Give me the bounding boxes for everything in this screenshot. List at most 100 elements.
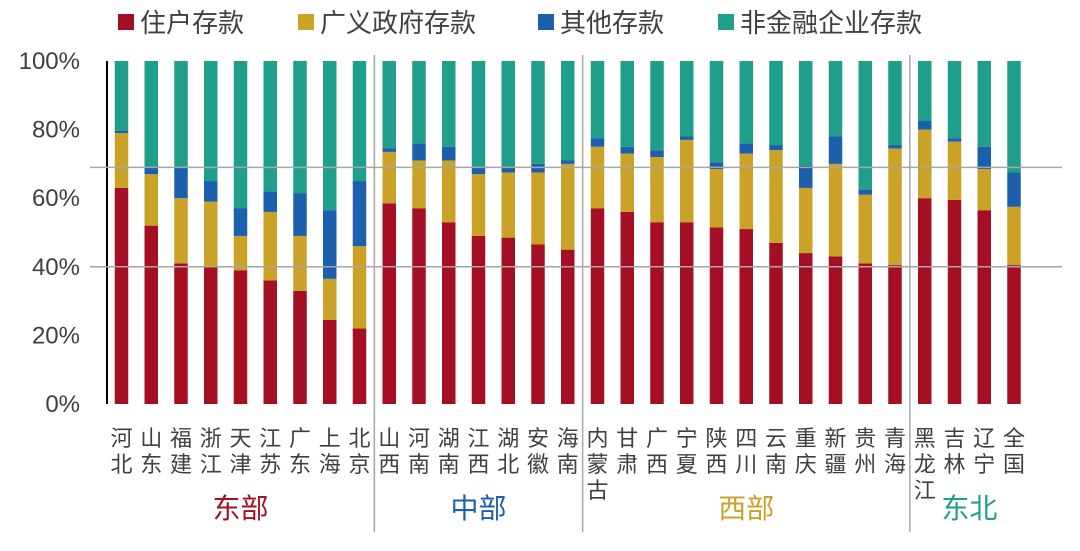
bar-segment: [620, 146, 634, 154]
bar-segment: [799, 61, 813, 166]
bar-segment: [293, 235, 307, 291]
category-label: 广西: [646, 427, 668, 478]
bar-stack: [918, 61, 932, 404]
bar-segment: [947, 61, 962, 139]
bar-segment: [501, 237, 515, 404]
bar-stack: [799, 61, 813, 404]
bar-segment: [828, 61, 843, 137]
category-label: 河北: [110, 427, 132, 478]
bar-segment: [888, 148, 902, 266]
bar-segment: [501, 61, 515, 168]
category-label: 上海: [319, 427, 341, 478]
bar-segment: [799, 187, 813, 254]
bar-segment: [233, 235, 248, 271]
bar-segment: [382, 61, 396, 149]
bar-segment: [471, 167, 486, 175]
bar-segment: [471, 174, 486, 236]
category-label: 广东: [289, 427, 311, 478]
bar-segment: [620, 211, 634, 404]
bar-segment: [947, 138, 962, 142]
bar-segment: [799, 253, 813, 404]
bar-segment: [144, 167, 158, 175]
region-label: 西部: [718, 492, 774, 525]
bar-stack: [412, 61, 426, 404]
bar-segment: [442, 222, 456, 404]
bar-segment: [799, 165, 813, 188]
bar-segment: [471, 235, 486, 404]
region-label: 东部: [212, 492, 268, 525]
category-label: 内蒙古: [586, 427, 608, 504]
bar-segment: [947, 141, 962, 200]
bar-segment: [382, 148, 396, 152]
bar-segment: [680, 222, 694, 404]
bar-segment: [1007, 172, 1021, 207]
legend-item: 广义政府存款: [298, 9, 476, 39]
bar-stack: [888, 61, 902, 404]
bar-segment: [918, 61, 932, 122]
bar-stack: [263, 61, 277, 404]
bar-segment: [561, 163, 575, 250]
bar-stack: [977, 61, 991, 404]
bar-segment: [1007, 61, 1021, 173]
bar-segment: [709, 61, 724, 163]
category-label: 山东: [140, 427, 162, 478]
y-tick-label: 0%: [45, 391, 80, 418]
bar-segment: [1007, 206, 1021, 266]
category-label: 湖南: [438, 427, 460, 478]
bar-segment: [828, 136, 843, 164]
bar-segment: [858, 263, 872, 404]
legend-swatch: [118, 14, 134, 30]
bar-segment: [263, 61, 277, 192]
bar-segment: [144, 61, 158, 168]
bar-segment: [590, 146, 605, 209]
bar-stack: [620, 61, 634, 404]
category-label: 福建: [170, 427, 192, 478]
bar-segment: [918, 198, 932, 404]
bar-segment: [144, 225, 158, 404]
category-label: 湖北: [497, 427, 519, 478]
bar-stack: [858, 61, 872, 404]
bar-segment: [323, 319, 337, 404]
bar-segment: [144, 174, 158, 226]
y-axis: 0% 20% 40% 60% 80% 100%: [19, 48, 108, 418]
category-label: 海南: [557, 427, 579, 478]
bar-segment: [650, 222, 664, 404]
bar-stack: [174, 61, 188, 404]
bar-segment: [561, 160, 575, 164]
bar-stack: [947, 61, 962, 404]
bar-segment: [293, 193, 307, 236]
bar-stack: [531, 61, 545, 404]
category-label: 江苏: [259, 427, 281, 478]
bar-segment: [412, 143, 426, 161]
category-label: 山西: [378, 427, 400, 478]
bar-segment: [739, 143, 753, 154]
bar-segment: [263, 280, 277, 404]
bar-stack: [293, 61, 307, 404]
bar-segment: [590, 208, 605, 404]
bar-segment: [858, 194, 872, 264]
region-labels: 东部 中部 西部 东北: [212, 492, 997, 525]
bar-segment: [174, 167, 188, 199]
y-tick-label: 60%: [32, 185, 80, 212]
region-label: 东北: [941, 492, 997, 525]
bar-segment: [174, 61, 188, 168]
legend: 住户存款 广义政府存款 其他存款 非金融企业存款: [118, 9, 922, 39]
bar-segment: [204, 266, 218, 404]
bar-segment: [650, 150, 664, 158]
category-label: 陕西: [705, 427, 727, 478]
bar-segment: [114, 61, 129, 131]
group-dividers: [373, 55, 911, 532]
bar-segment: [233, 270, 248, 404]
bar-segment: [352, 246, 367, 329]
category-label: 安徽: [527, 427, 549, 478]
bar-stack: [382, 61, 396, 404]
bar-segment: [263, 211, 277, 281]
bar-segment: [114, 130, 129, 134]
bar-stack: [471, 61, 486, 404]
bar-segment: [709, 227, 724, 404]
bar-segment: [204, 201, 218, 267]
bar-segment: [442, 160, 456, 223]
bar-stack: [680, 61, 694, 404]
bar-stack: [442, 61, 456, 404]
y-tick-label: 100%: [19, 48, 80, 75]
